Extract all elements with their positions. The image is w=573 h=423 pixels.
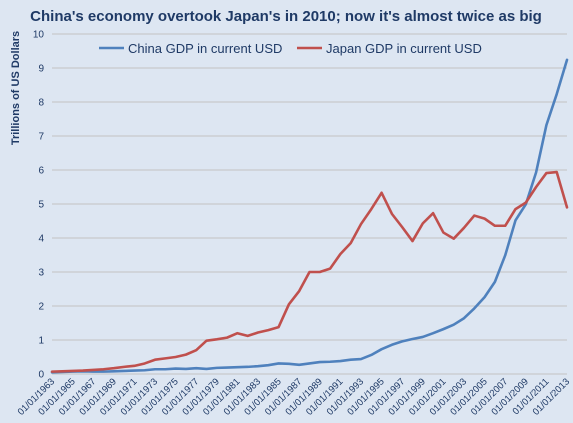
y-axis-ticks: 0 1 2 3 4 5 6 7 8 9 10	[33, 30, 45, 381]
series-line-china	[50, 58, 569, 374]
y-axis-title: Trillions of US Dollars	[10, 31, 22, 145]
y-tick-label: 10	[33, 30, 45, 41]
gridlines	[52, 33, 567, 375]
y-tick-label: 3	[38, 268, 44, 279]
y-tick-label: 7	[38, 132, 44, 143]
y-tick-label: 5	[38, 200, 44, 211]
legend-label-china: China GDP in current USD	[128, 41, 282, 56]
series-lines	[50, 58, 569, 374]
series-line-japan	[50, 170, 569, 373]
y-tick-label: 9	[38, 64, 44, 75]
y-tick-label: 8	[38, 98, 44, 109]
y-tick-label: 0	[38, 370, 44, 381]
y-tick-label: 6	[38, 166, 44, 177]
chart-title: China's economy overtook Japan's in 2010…	[30, 8, 542, 25]
y-tick-label: 4	[38, 234, 44, 245]
x-axis-ticks: 01/01/196301/01/196501/01/196701/01/1969…	[16, 376, 572, 417]
legend-label-japan: Japan GDP in current USD	[326, 41, 482, 56]
legend: China GDP in current USD Japan GDP in cu…	[99, 41, 482, 56]
y-tick-label: 2	[38, 302, 44, 313]
y-tick-label: 1	[38, 336, 44, 347]
